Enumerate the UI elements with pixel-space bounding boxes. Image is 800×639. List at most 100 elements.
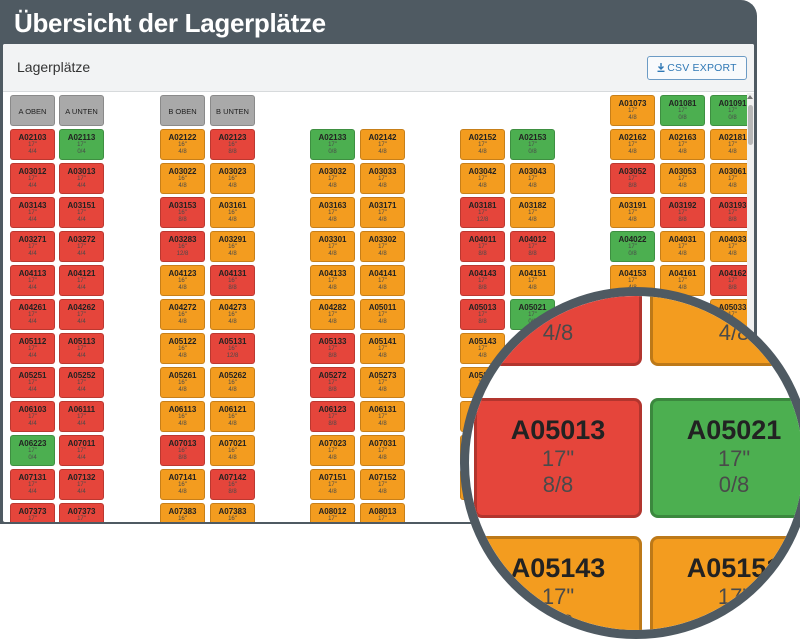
storage-slot-cell[interactable]: A03181 17" 12/8	[460, 197, 505, 228]
storage-slot-cell[interactable]: A01091 17" 0/8	[710, 95, 754, 126]
storage-slot-cell[interactable]: A03271 17" 4/4	[10, 231, 55, 262]
storage-slot-cell[interactable]: A04261 17" 4/4	[10, 299, 55, 330]
storage-slot-cell[interactable]: A03053 17" 4/8	[660, 163, 705, 194]
storage-slot-cell[interactable]: A05252 17" 4/4	[59, 367, 104, 398]
storage-slot-cell[interactable]: A05272 17" 8/8	[310, 367, 355, 398]
storage-slot-cell[interactable]: A03182 17" 4/8	[510, 197, 555, 228]
storage-slot-cell[interactable]: A02122 16" 4/8	[160, 129, 205, 160]
storage-slot-cell[interactable]: A07142 16" 8/8	[210, 469, 255, 500]
storage-slot-cell[interactable]: A05131 16" 12/8	[210, 333, 255, 364]
storage-slot-cell[interactable]: A03151 17" 4/4	[59, 197, 104, 228]
storage-slot-cell[interactable]: A03301 17" 4/8	[310, 231, 355, 262]
storage-slot-cell[interactable]: A03191 17" 4/8	[610, 197, 655, 228]
storage-slot-cell[interactable]: A03052 17" 8/8	[610, 163, 655, 194]
section-header-cell[interactable]: A OBEN	[10, 95, 55, 126]
storage-slot-cell[interactable]: A03032 17" 4/8	[310, 163, 355, 194]
storage-slot-cell[interactable]: A07013 16" 8/8	[160, 435, 205, 466]
storage-slot-cell[interactable]: A04162 17" 8/8	[710, 265, 754, 296]
storage-slot-cell[interactable]: A06113 16" 4/8	[160, 401, 205, 432]
storage-slot-cell[interactable]: A04121 17" 4/4	[59, 265, 104, 296]
section-header-cell[interactable]: A UNTEN	[59, 95, 104, 126]
storage-slot-cell[interactable]: A03163 17" 4/8	[310, 197, 355, 228]
storage-slot-cell[interactable]: A05251 17" 4/4	[10, 367, 55, 398]
storage-slot-cell[interactable]: A04012 17" 8/8	[510, 231, 555, 262]
storage-slot-cell[interactable]: A05122 16" 4/8	[160, 333, 205, 364]
storage-slot-cell[interactable]: A02103 17" 4/4	[10, 129, 55, 160]
storage-slot-cell[interactable]: A03012 17" 4/4	[10, 163, 55, 194]
storage-slot-cell[interactable]: A03283 16" 12/8	[160, 231, 205, 262]
storage-slot-cell[interactable]: A04033 17" 4/8	[710, 231, 754, 262]
storage-slot-cell[interactable]: A02113 17" 0/4	[59, 129, 104, 160]
storage-slot-cell[interactable]: A04131 16" 8/8	[210, 265, 255, 296]
storage-slot-cell[interactable]: A04143 17" 8/8	[460, 265, 505, 296]
storage-slot-cell[interactable]: A03272 17" 4/4	[59, 231, 104, 262]
storage-slot-cell[interactable]: A07031 17" 4/8	[360, 435, 405, 466]
storage-slot-cell[interactable]: A05141 17" 4/8	[360, 333, 405, 364]
storage-slot-cell[interactable]: A07023 17" 4/8	[310, 435, 355, 466]
storage-slot-cell[interactable]: A03302 17" 4/8	[360, 231, 405, 262]
storage-slot-cell[interactable]: A03033 17" 4/8	[360, 163, 405, 194]
storage-slot-cell[interactable]: A06121 16" 4/8	[210, 401, 255, 432]
storage-slot-cell[interactable]: A03042 17" 4/8	[460, 163, 505, 194]
storage-slot-cell[interactable]: A03022 16" 4/8	[160, 163, 205, 194]
section-header-cell[interactable]: B OBEN	[160, 95, 205, 126]
storage-slot-cell[interactable]: A07141 16" 4/8	[160, 469, 205, 500]
storage-slot-cell[interactable]: A07011 17" 4/4	[59, 435, 104, 466]
section-header-cell[interactable]: B UNTEN	[210, 95, 255, 126]
storage-slot-cell[interactable]: A06111 17" 4/4	[59, 401, 104, 432]
storage-slot-cell[interactable]: A03153 16" 8/8	[160, 197, 205, 228]
storage-slot-cell[interactable]: A05113 17" 4/4	[59, 333, 104, 364]
storage-slot-cell[interactable]: A02162 17" 4/8	[610, 129, 655, 160]
storage-slot-cell[interactable]: A03023 16" 4/8	[210, 163, 255, 194]
scroll-up-arrow-icon[interactable]	[747, 95, 753, 99]
storage-slot-cell[interactable]: A04141 17" 4/8	[360, 265, 405, 296]
storage-slot-cell[interactable]: A05011 17" 4/8	[360, 299, 405, 330]
storage-slot-cell[interactable]: A05273 17" 4/8	[360, 367, 405, 398]
storage-slot-cell[interactable]: A03192 17" 8/8	[660, 197, 705, 228]
storage-slot-cell[interactable]: A05112 17" 4/4	[10, 333, 55, 364]
storage-slot-cell[interactable]: A03043 17" 4/8	[510, 163, 555, 194]
storage-slot-cell[interactable]: A04282 17" 4/8	[310, 299, 355, 330]
storage-slot-cell[interactable]: A05262 16" 4/8	[210, 367, 255, 398]
storage-slot-cell[interactable]: A04262 17" 4/4	[59, 299, 104, 330]
storage-slot-cell[interactable]: A03193 17" 8/8	[710, 197, 754, 228]
storage-slot-cell[interactable]: A04031 17" 4/8	[660, 231, 705, 262]
storage-slot-cell[interactable]: A04151 17" 4/8	[510, 265, 555, 296]
storage-slot-cell[interactable]: A02142 17" 4/8	[360, 129, 405, 160]
storage-slot-cell[interactable]: A02181 17" 4/8	[710, 129, 754, 160]
storage-slot-cell[interactable]: A02163 17" 4/8	[660, 129, 705, 160]
storage-slot-cell[interactable]: A03143 17" 4/4	[10, 197, 55, 228]
storage-slot-cell[interactable]: A04022 17" 0/8	[610, 231, 655, 262]
storage-slot-cell[interactable]: A07132 17" 4/4	[59, 469, 104, 500]
csv-export-button[interactable]: CSV EXPORT	[647, 56, 747, 80]
storage-slot-cell[interactable]: A07021 16" 4/8	[210, 435, 255, 466]
storage-slot-cell[interactable]: A05133 17" 8/8	[310, 333, 355, 364]
storage-slot-cell[interactable]: A07152 17" 4/8	[360, 469, 405, 500]
storage-slot-cell[interactable]: A06103 17" 4/4	[10, 401, 55, 432]
storage-slot-cell[interactable]: A03161 16" 4/8	[210, 197, 255, 228]
storage-slot-cell[interactable]: A07131 17" 4/4	[10, 469, 55, 500]
storage-slot-cell[interactable]: A03171 17" 4/8	[360, 197, 405, 228]
storage-slot-cell[interactable]: A04113 17" 4/4	[10, 265, 55, 296]
storage-slot-cell[interactable]: A02153 17" 0/8	[510, 129, 555, 160]
storage-slot-cell[interactable]: A04011 17" 8/8	[460, 231, 505, 262]
storage-slot-cell[interactable]: A02152 17" 4/8	[460, 129, 505, 160]
storage-slot-cell[interactable]: A03013 17" 4/4	[59, 163, 104, 194]
storage-slot-cell[interactable]: A04273 16" 4/8	[210, 299, 255, 330]
storage-slot-cell[interactable]: A03061 17" 4/8	[710, 163, 754, 194]
storage-slot-cell[interactable]: A03291 16" 4/8	[210, 231, 255, 262]
storage-slot-cell[interactable]: A06131 17" 4/8	[360, 401, 405, 432]
storage-slot-cell[interactable]: A04272 16" 4/8	[160, 299, 205, 330]
storage-slot-cell[interactable]: A05261 16" 4/8	[160, 367, 205, 398]
storage-slot-cell[interactable]: A02123 16" 8/8	[210, 129, 255, 160]
storage-slot-cell[interactable]: A06123 17" 8/8	[310, 401, 355, 432]
storage-slot-cell[interactable]: A04133 17" 4/8	[310, 265, 355, 296]
storage-slot-cell[interactable]: A06223 17" 0/4	[10, 435, 55, 466]
storage-slot-cell[interactable]: A04123 16" 4/8	[160, 265, 205, 296]
